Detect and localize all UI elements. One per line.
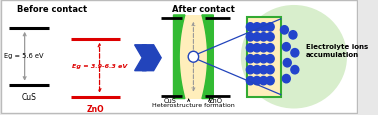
Circle shape [253, 66, 261, 74]
Text: CuS: CuS [164, 97, 177, 103]
Circle shape [246, 23, 254, 32]
Text: ZnO: ZnO [87, 104, 105, 113]
Circle shape [282, 43, 290, 52]
Circle shape [291, 66, 299, 74]
Text: Electrolyte ions
accumulation: Electrolyte ions accumulation [306, 44, 369, 57]
Text: After contact: After contact [172, 5, 235, 14]
Circle shape [246, 77, 254, 85]
Circle shape [266, 55, 274, 63]
Text: CuS: CuS [22, 92, 37, 101]
Circle shape [266, 77, 274, 85]
Text: ZnO: ZnO [209, 97, 223, 103]
Circle shape [246, 55, 254, 63]
Circle shape [260, 77, 268, 85]
Circle shape [253, 33, 261, 42]
Circle shape [253, 23, 261, 32]
Circle shape [253, 55, 261, 63]
Polygon shape [142, 45, 161, 71]
Circle shape [246, 66, 254, 74]
Circle shape [188, 52, 198, 63]
Circle shape [291, 49, 299, 57]
Circle shape [260, 44, 268, 53]
Circle shape [289, 31, 297, 40]
Circle shape [266, 33, 274, 42]
Circle shape [253, 44, 261, 53]
Circle shape [266, 44, 274, 53]
Circle shape [280, 26, 288, 35]
Circle shape [253, 77, 261, 85]
Circle shape [266, 66, 274, 74]
Circle shape [246, 33, 254, 42]
Circle shape [260, 33, 268, 42]
FancyBboxPatch shape [1, 1, 358, 114]
Circle shape [283, 59, 291, 67]
Circle shape [282, 75, 290, 83]
Polygon shape [174, 16, 185, 99]
Text: Eg = 3.9-6.3 eV: Eg = 3.9-6.3 eV [72, 64, 127, 69]
Circle shape [266, 23, 274, 32]
Text: Heterostructure formation: Heterostructure formation [152, 102, 235, 107]
Text: Eg = 5.6 eV: Eg = 5.6 eV [4, 53, 43, 59]
FancyBboxPatch shape [180, 16, 207, 99]
Circle shape [260, 66, 268, 74]
Polygon shape [135, 45, 153, 71]
Ellipse shape [241, 6, 347, 109]
Circle shape [260, 23, 268, 32]
Circle shape [246, 44, 254, 53]
Text: Before contact: Before contact [17, 5, 87, 14]
FancyBboxPatch shape [246, 18, 280, 97]
Circle shape [260, 55, 268, 63]
Polygon shape [202, 16, 213, 99]
